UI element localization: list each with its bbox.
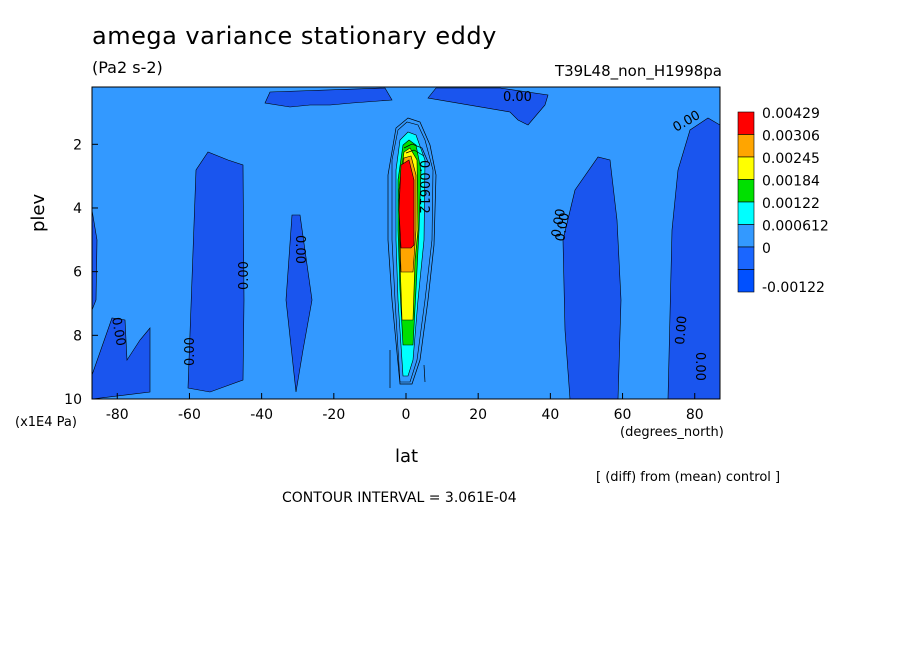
negative-regions <box>91 87 721 400</box>
colorbar-swatch <box>737 201 755 225</box>
region-negative-top-right <box>427 87 549 126</box>
x-tick-label: -40 <box>250 407 273 423</box>
contour-label: 0.00 <box>183 337 198 366</box>
contour-label: 0.00612 <box>416 160 431 214</box>
colorbar-swatch <box>737 246 755 270</box>
colorbar-label: 0 <box>762 241 771 257</box>
colorbar-label: 0.00429 <box>762 106 820 122</box>
diff-note: [ (diff) from (mean) control ] <box>596 470 781 485</box>
x-tick-label: 0 <box>402 407 411 423</box>
colorbar-label: 0.00245 <box>762 151 820 167</box>
x-tick-label: 40 <box>541 407 559 423</box>
positive-jet <box>391 121 434 383</box>
colorbar-swatch <box>737 111 755 135</box>
region-negative-30s <box>285 214 313 393</box>
contour-label: 0.00 <box>108 316 128 347</box>
y-tick-label: 6 <box>73 265 82 281</box>
region-negative-south-bottom <box>91 317 151 400</box>
contour-interval: CONTOUR INTERVAL = 3.061E-04 <box>282 490 517 506</box>
y-tick-label: 8 <box>73 328 82 344</box>
colorbar-label: 0.00306 <box>762 129 820 145</box>
region-negative-60s <box>187 151 245 393</box>
contour-label: 0.00 <box>292 235 307 264</box>
contour-label: 0.00 <box>692 352 707 381</box>
jet-red <box>398 159 415 249</box>
x-tick-label: -60 <box>178 407 201 423</box>
colorbar-swatch <box>737 224 755 248</box>
colorbar: 0.00429 0.00306 0.00245 0.00184 0.00122 0.000… <box>737 106 829 296</box>
contour-labels: 0.00 0.00 0.00 0.00 0.00 0.00 0.00 0.00 … <box>108 90 707 381</box>
colorbar-swatch <box>737 134 755 158</box>
chart-units: (Pa2 s-2) <box>92 58 163 77</box>
chart-title: amega variance stationary eddy <box>92 22 497 50</box>
contour-label: 0.00 <box>549 208 569 239</box>
colorbar-label: 0.00122 <box>762 196 820 212</box>
colorbar-swatch <box>737 269 755 293</box>
colorbar-label: -0.00122 <box>762 280 825 296</box>
y-axis-ticks: 2 4 6 8 10 <box>64 137 98 408</box>
x-tick-label: 60 <box>614 407 632 423</box>
x-tick-label: 80 <box>686 407 704 423</box>
x-tick-label: -20 <box>322 407 345 423</box>
contour-label: 0.00 <box>673 315 690 345</box>
experiment-label: T39L48_non_H1998pa <box>554 62 722 80</box>
contour-label: 0.00 <box>237 261 252 290</box>
y-tick-label: 4 <box>73 201 82 217</box>
x-tick-label: -80 <box>106 407 129 423</box>
colorbar-label: 0.000612 <box>762 219 829 235</box>
x-axis-ticks: -80 -60 -40 -20 0 20 40 60 80 <box>106 393 704 423</box>
colorbar-swatch <box>737 179 755 203</box>
contour-label: 0.00 <box>503 90 532 105</box>
y-tick-label: 2 <box>73 137 82 153</box>
y-axis-label: plev <box>28 193 49 232</box>
colorbar-swatch <box>737 156 755 180</box>
colorbar-label: 0.00184 <box>762 174 820 190</box>
region-negative-50n <box>562 156 622 400</box>
contour-label: 0.00 <box>553 212 573 243</box>
x-tick-label: 20 <box>469 407 487 423</box>
y-axis-units: (x1E4 Pa) <box>15 415 77 430</box>
jet-contour-lines <box>387 117 437 388</box>
region-negative-top <box>264 87 393 108</box>
x-axis-label: lat <box>395 446 419 467</box>
x-axis-units: (degrees_north) <box>620 425 724 440</box>
y-tick-label: 10 <box>64 392 82 408</box>
